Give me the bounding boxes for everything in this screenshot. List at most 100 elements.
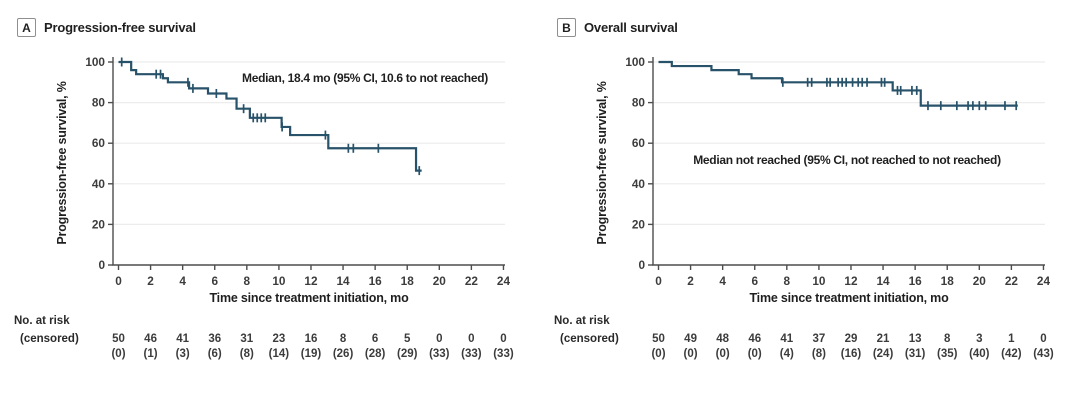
y-tick-label: 100 (625, 55, 645, 69)
at-risk-count: 3 (976, 333, 982, 345)
at-risk-count: 0 (468, 333, 474, 345)
at-risk-count: 6 (372, 333, 378, 345)
censored-count: (0) (716, 348, 730, 360)
y-tick-label: 80 (632, 96, 646, 110)
x-tick-label: 0 (115, 274, 122, 288)
x-tick-label: 4 (179, 274, 186, 288)
at-risk-count: 0 (1040, 333, 1046, 345)
at-risk-count: 50 (112, 333, 125, 345)
y-axis-title: Progression-free survival, % (595, 81, 609, 244)
panel-a-header: A Progression-free survival (17, 18, 196, 37)
panel-overall-survival: B Overall survival 0 20 40 60 80 100 0 2 4 6 8 10 12… (540, 0, 1080, 400)
x-tick-label: 4 (719, 274, 726, 288)
censored-count: (14) (269, 348, 290, 360)
x-tick-label: 12 (304, 274, 318, 288)
km-curve (118, 60, 422, 172)
x-tick-label: 10 (812, 274, 826, 288)
at-risk-count: 8 (340, 333, 347, 345)
x-tick-label: 20 (433, 274, 447, 288)
at-risk-count: 41 (780, 333, 793, 345)
censored-count: (24) (873, 348, 894, 360)
y-tick-label: 100 (85, 55, 105, 69)
at-risk-count: 41 (176, 333, 189, 345)
x-tick-label: 24 (497, 274, 511, 288)
x-tick-label: 2 (147, 274, 154, 288)
censored-count: (43) (1033, 348, 1054, 360)
x-tick-label: 18 (401, 274, 415, 288)
censored-count: (3) (176, 348, 190, 360)
median-annotation: Median not reached (95% CI, not reached … (693, 153, 1001, 167)
at-risk-count: 48 (716, 333, 729, 345)
censored-count: (0) (684, 348, 698, 360)
y-tick-label: 60 (632, 136, 646, 150)
x-tick-label: 6 (211, 274, 218, 288)
at-risk-count: 50 (652, 333, 665, 345)
censored-row-label: (censored) (20, 333, 79, 345)
panel-b-header: B Overall survival (557, 18, 678, 37)
at-risk-count: 13 (909, 333, 922, 345)
y-tick-label: 40 (92, 177, 106, 191)
censored-count: (6) (208, 348, 222, 360)
at-risk-count: 8 (944, 333, 951, 345)
at-risk-count: 21 (877, 333, 890, 345)
censored-count: (35) (937, 348, 958, 360)
panel-a-letter-badge: A (17, 18, 36, 37)
panel-b-title: Overall survival (584, 20, 678, 35)
x-tick-label: 16 (909, 274, 923, 288)
at-risk-row-label: No. at risk (554, 315, 610, 327)
censored-count: (0) (748, 348, 762, 360)
censored-count: (26) (333, 348, 354, 360)
censored-count: (33) (429, 348, 450, 360)
panel-b-letter-badge: B (557, 18, 576, 37)
at-risk-count: 29 (845, 333, 858, 345)
x-tick-label: 8 (244, 274, 251, 288)
x-tick-label: 24 (1037, 274, 1051, 288)
x-tick-label: 6 (751, 274, 758, 288)
at-risk-count: 49 (684, 333, 697, 345)
at-risk-count: 46 (144, 333, 157, 345)
y-tick-label: 0 (638, 258, 645, 272)
censored-count: (8) (240, 348, 254, 360)
x-axis-title: Time since treatment initiation, mo (209, 291, 409, 305)
at-risk-count: 31 (240, 333, 253, 345)
x-tick-label: 22 (465, 274, 479, 288)
censored-count: (4) (780, 348, 794, 360)
x-tick-label: 10 (272, 274, 286, 288)
y-tick-label: 60 (92, 136, 106, 150)
km-curve (658, 60, 1018, 107)
censored-count: (33) (493, 348, 514, 360)
x-tick-label: 14 (336, 274, 350, 288)
censored-count: (8) (812, 348, 826, 360)
at-risk-count: 16 (305, 333, 318, 345)
y-axis-title: Progression-free survival, % (55, 81, 69, 244)
censored-count: (29) (397, 348, 418, 360)
at-risk-count: 37 (813, 333, 826, 345)
censored-row-label: (censored) (560, 333, 619, 345)
y-tick-label: 40 (632, 177, 646, 191)
y-tick-label: 80 (92, 96, 106, 110)
censored-count: (16) (841, 348, 862, 360)
censored-count: (31) (905, 348, 926, 360)
panel-progression-free-survival: A Progression-free survival 0 20 40 60 80 100… (14, 18, 514, 360)
at-risk-count: 0 (436, 333, 442, 345)
x-tick-label: 2 (687, 274, 694, 288)
at-risk-row-label: No. at risk (14, 315, 70, 327)
censored-count: (42) (1001, 348, 1022, 360)
censored-count: (0) (651, 348, 665, 360)
median-annotation: Median, 18.4 mo (95% CI, 10.6 to not rea… (242, 71, 488, 85)
x-tick-label: 8 (784, 274, 791, 288)
at-risk-count: 23 (273, 333, 286, 345)
x-tick-label: 0 (655, 274, 662, 288)
at-risk-count: 46 (748, 333, 761, 345)
x-axis-title: Time since treatment initiation, mo (749, 291, 949, 305)
x-tick-label: 18 (941, 274, 955, 288)
at-risk-count: 5 (404, 333, 411, 345)
censored-count: (33) (461, 348, 482, 360)
x-tick-label: 22 (1005, 274, 1019, 288)
at-risk-count: 36 (208, 333, 221, 345)
y-tick-label: 0 (98, 258, 105, 272)
censored-count: (28) (365, 348, 386, 360)
